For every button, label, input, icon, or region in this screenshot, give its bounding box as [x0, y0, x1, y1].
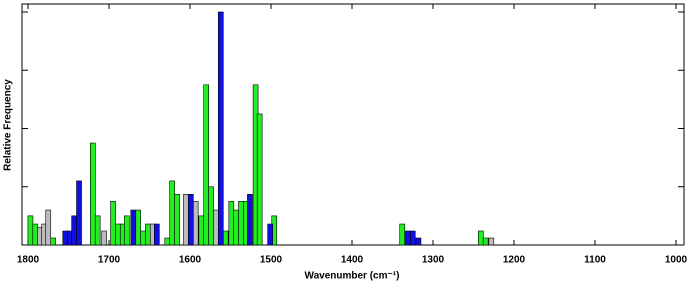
bar — [256, 113, 263, 246]
bar — [140, 230, 146, 246]
bar — [482, 237, 489, 246]
bar — [169, 180, 175, 246]
bar — [409, 230, 416, 246]
bar — [188, 194, 194, 246]
bar — [399, 223, 406, 246]
bar — [203, 84, 209, 246]
bar — [71, 215, 77, 246]
bar — [213, 209, 219, 246]
bar — [247, 194, 253, 246]
bar — [164, 237, 171, 246]
bar — [130, 209, 137, 246]
y-axis-label: Relative Frequency — [3, 79, 14, 171]
bar — [405, 230, 411, 246]
x-tick-label: 1700 — [98, 255, 121, 266]
bar — [222, 230, 229, 246]
bar — [267, 223, 273, 246]
bar — [27, 215, 34, 246]
bar — [62, 230, 69, 246]
bar — [183, 194, 189, 246]
bar — [124, 215, 130, 246]
bar — [45, 209, 52, 246]
plot-frame — [21, 3, 685, 246]
bar — [233, 209, 239, 246]
bar — [217, 11, 224, 246]
bar — [90, 142, 96, 246]
bar — [488, 237, 495, 246]
x-tick-label: 1600 — [179, 255, 202, 266]
x-tick-label: 1100 — [584, 255, 606, 266]
bar — [174, 194, 180, 246]
bar — [145, 223, 151, 246]
bar — [192, 201, 199, 246]
bar — [228, 201, 235, 246]
bar — [135, 209, 141, 246]
bar — [94, 215, 101, 246]
bar — [198, 215, 205, 246]
bar — [415, 237, 422, 246]
bar — [238, 201, 244, 246]
bar — [477, 230, 484, 246]
x-tick-label: 1200 — [503, 255, 526, 266]
x-tick-label: 1500 — [260, 255, 283, 266]
bar — [110, 201, 116, 246]
x-tick-label: 1400 — [341, 255, 364, 266]
bar — [208, 186, 214, 246]
bar — [32, 223, 39, 246]
bar — [76, 180, 82, 246]
bar — [153, 223, 160, 246]
bar — [101, 230, 107, 246]
x-axis-label: Wavenumber (cm⁻¹) — [305, 271, 400, 282]
x-tick-label: 1800 — [17, 255, 40, 266]
bar — [115, 223, 121, 246]
x-tick-label: 1300 — [422, 255, 445, 266]
x-tick-label: 1000 — [665, 255, 688, 266]
bar — [50, 237, 56, 246]
